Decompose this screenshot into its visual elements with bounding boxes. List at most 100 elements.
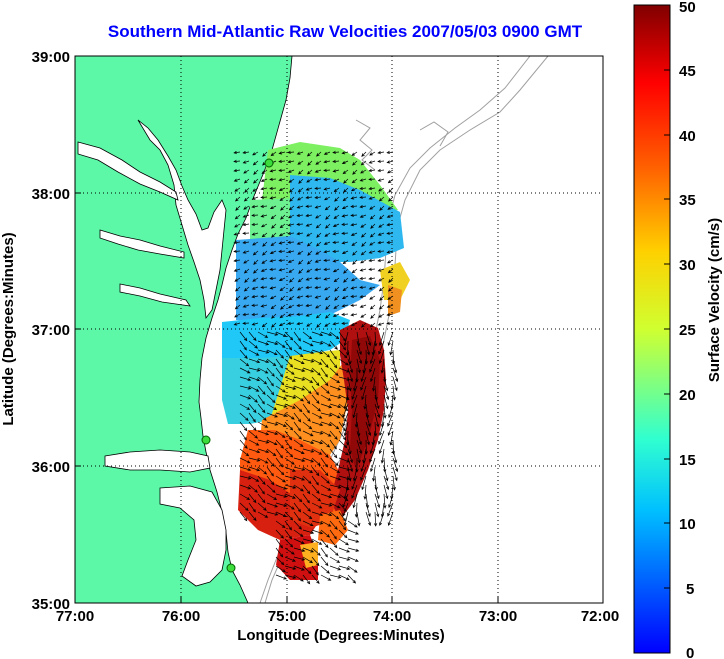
velocity-arrow [368, 258, 376, 263]
velocity-arrow [320, 331, 333, 337]
velocity-arrow [374, 403, 381, 419]
velocity-arrow [248, 349, 260, 356]
velocity-arrow [356, 448, 361, 464]
velocity-arrow [270, 151, 277, 157]
velocity-arrow [320, 385, 330, 394]
velocity-arrow [242, 312, 250, 317]
velocity-arrow [257, 457, 269, 464]
velocity-arrow [314, 195, 322, 200]
velocity-arrow [239, 430, 247, 441]
velocity-arrow [377, 258, 385, 263]
velocity-arrow [350, 196, 358, 200]
velocity-arrow [360, 457, 367, 472]
velocity-arrow [288, 268, 295, 273]
velocity-arrow [374, 484, 380, 500]
velocity-arrow [257, 358, 270, 364]
velocity-arrow [334, 196, 340, 202]
velocity-arrow [306, 169, 313, 175]
velocity-arrow [386, 169, 394, 174]
velocity-arrow [284, 529, 293, 540]
velocity-arrow [360, 466, 367, 481]
velocity-arrow [378, 286, 385, 292]
velocity-arrow [383, 475, 390, 491]
x-tick-label: 76:00 [162, 608, 200, 625]
velocity-arrow [284, 466, 296, 472]
velocity-arrow [293, 475, 306, 481]
velocity-arrow [248, 502, 256, 513]
velocity-arrow [275, 547, 284, 558]
velocity-arrow [332, 178, 340, 183]
velocity-arrow [284, 484, 297, 489]
velocity-arrow [314, 259, 322, 263]
velocity-arrow [356, 349, 363, 365]
velocity-arrow [242, 304, 250, 308]
velocity-arrow [261, 232, 268, 238]
velocity-arrow [347, 448, 353, 464]
velocity-arrow [302, 475, 312, 485]
velocity-arrow [386, 214, 394, 218]
velocity-arrow [293, 439, 304, 447]
velocity-arrow [280, 214, 286, 220]
velocity-arrow [302, 574, 311, 585]
york-river [119, 283, 191, 307]
colorbar-tick-label: 5 [686, 581, 694, 598]
velocity-arrow [302, 448, 315, 453]
velocity-arrow [266, 367, 275, 377]
velocity-arrow [378, 421, 385, 437]
velocity-arrow [314, 186, 322, 190]
velocity-arrow [266, 439, 278, 446]
velocity-arrow [372, 376, 376, 392]
velocity-arrow [248, 457, 261, 462]
velocity-arrow [296, 322, 304, 326]
velocity-arrow [369, 322, 376, 328]
velocity-arrow [374, 412, 380, 428]
velocity-arrow [316, 232, 322, 238]
velocity-arrow [347, 538, 360, 543]
velocity-arrow [332, 159, 340, 164]
velocity-arrow [302, 412, 311, 422]
velocity-arrow [233, 159, 241, 163]
velocity-arrow [269, 196, 277, 200]
velocity-arrow [296, 295, 304, 299]
velocity-vectors [233, 150, 399, 585]
velocity-arrow [239, 421, 248, 432]
velocity-arrow [293, 430, 302, 440]
velocity-arrow [269, 295, 277, 300]
velocity-arrow [284, 520, 292, 531]
velocity-arrow [239, 484, 252, 490]
velocity-arrow [293, 520, 302, 530]
velocity-arrow [239, 511, 248, 522]
velocity-arrow [293, 385, 306, 391]
velocity-arrow [323, 241, 331, 245]
velocity-arrow [278, 277, 286, 281]
velocity-arrow [320, 349, 331, 358]
velocity-arrow [315, 223, 322, 229]
velocity-arrow [253, 259, 259, 265]
velocity-arrow [284, 367, 295, 375]
velocity-arrow [269, 169, 277, 173]
velocity-arrow [311, 385, 319, 396]
velocity-arrow [275, 574, 288, 580]
velocity-arrow [338, 349, 348, 359]
velocity-arrow [251, 322, 259, 326]
velocity-arrow [359, 186, 367, 191]
velocity-arrow [293, 547, 306, 552]
velocity-arrow [284, 556, 296, 562]
velocity-arrow [239, 358, 250, 367]
velocity-arrow [257, 421, 269, 428]
velocity-arrow [278, 168, 286, 172]
velocity-arrow [311, 430, 324, 435]
velocity-arrow [387, 205, 394, 210]
velocity-arrow [323, 168, 331, 172]
velocity-arrow [368, 286, 376, 290]
velocity-arrow [388, 286, 394, 292]
velocity-arrow [261, 259, 268, 264]
velocity-arrow [279, 286, 286, 292]
velocity-arrow [242, 250, 250, 254]
velocity-arrow [306, 151, 313, 157]
velocity-arrow [262, 250, 268, 256]
velocity-arrow [296, 241, 304, 245]
velocity-arrow [338, 439, 348, 449]
velocity-arrow [289, 286, 295, 292]
